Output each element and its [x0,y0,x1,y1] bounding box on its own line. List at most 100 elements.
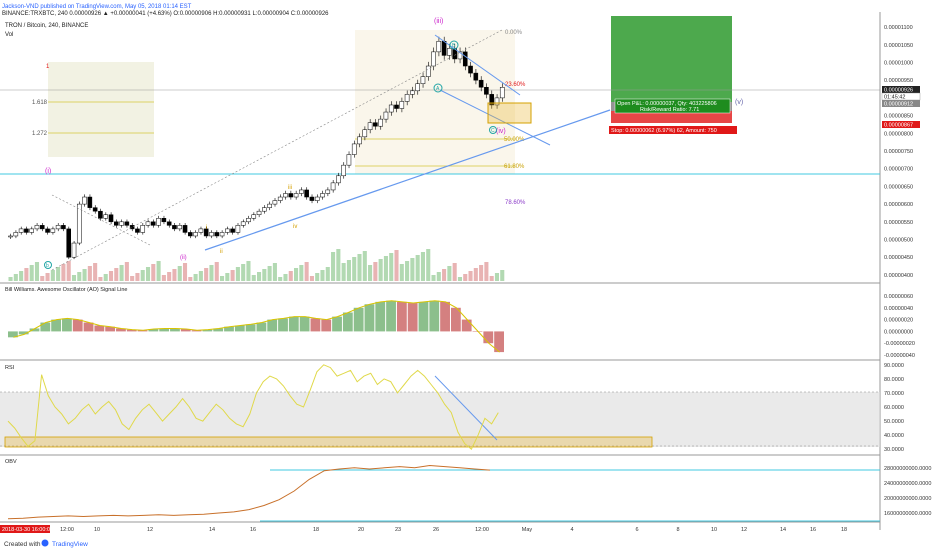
price-tick-label: 0.00000750 [884,149,913,155]
fib-label-0: 0.00% [505,30,523,36]
rsi-tick-label: 50.0000 [884,419,904,425]
candle-body [404,94,410,102]
candlesticks [8,36,505,260]
price-tick-label: 0.00000600 [884,202,913,208]
candle-body [98,210,103,219]
rsi-tick-label: 60.0000 [884,405,904,411]
ao-bar [234,325,245,332]
volume-bar [436,272,441,281]
candle-body [8,235,13,238]
candle-body [484,87,489,95]
x-tick-label: 10 [94,527,100,533]
volume-bar [294,268,299,281]
target-zone[interactable] [611,16,732,102]
candle-body [50,228,56,233]
obv-tick-label: 16000000000.0000 [884,511,931,517]
candle-body [468,65,473,74]
candle-body [272,200,278,205]
candle-body [240,221,246,226]
volume-bar [145,267,151,281]
volume-bar [140,270,145,281]
ao-bar [407,303,418,332]
candle-body [166,221,172,226]
rsi-trendline[interactable] [434,375,498,441]
x-tick-label: 23 [395,527,401,533]
wave-label-iii-top: (iii) [434,18,443,25]
entry-box[interactable] [487,102,532,124]
volume-bar [368,265,373,281]
ao-bar [375,301,386,332]
candle-body [283,193,288,198]
volume-bar [24,268,29,281]
x-tick-label: 12:00 [475,527,489,533]
x-tick-label: 26 [433,527,439,533]
candle-body [92,207,98,212]
candle-body [124,221,130,226]
time-x-axis[interactable]: 12:00 10 12 14 16 18 20 23 26 12:00 May 4 6 8 10 12 14 16… [60,527,847,533]
stop-price-badge [882,121,920,128]
candle-body [246,218,251,223]
volume-bar [151,264,156,281]
volume-bar [320,270,325,281]
ao-bar [299,316,310,332]
volume-bar [489,276,494,281]
volume-bar [447,266,452,281]
volume-bar [50,270,55,281]
candle-body [336,175,341,184]
channel-top-line[interactable] [434,34,521,96]
volume-bar [315,273,320,281]
price-tick-label: 0.00000500 [884,238,913,244]
stop-zone[interactable] [611,111,732,123]
candle-body [367,122,373,131]
volume-bar [29,265,34,281]
ao-bar [170,328,180,332]
ao-bar [180,329,191,332]
rising-trendline[interactable] [204,109,611,251]
candle-body [198,228,204,233]
candle-body [320,193,325,198]
ao-bar [202,329,213,332]
candle-body [145,221,151,226]
candle-body [288,193,294,198]
open-pl-label: Open P&L: 0.00000037, Qty: 403225806 [617,101,717,107]
wave-label-iv: (iv) [496,128,506,135]
candle-body [399,101,405,109]
candle-body [304,189,309,198]
x-tick-label: 4 [570,527,573,533]
ao-bar [72,319,83,332]
ao-bar [94,325,105,332]
rsi-support-box[interactable] [4,436,653,448]
countdown-value: 01:45:42 [884,95,905,101]
candle-body [251,214,257,219]
rsi-tick-label: 70.0000 [884,391,904,397]
x-tick-label: 12 [147,527,153,533]
volume-bar [19,271,24,281]
candle-body [151,221,156,226]
volume-bar [13,274,18,281]
candle-body [76,203,82,244]
price-tick-label: 0.00000400 [884,273,913,279]
price-tick-label: 0.00000950 [884,78,913,84]
price-tick-label: 0.00001050 [884,43,913,49]
channel-bottom-line[interactable] [439,89,551,146]
price-y-axis[interactable]: 0.00001100 0.00001050 0.00001000 0.00000950… [884,25,913,279]
ao-bar [29,328,40,332]
candle-body [135,228,140,233]
volume-bar [182,263,188,281]
ao-bar [472,331,483,332]
candle-body [177,225,183,230]
volume-bar [420,252,425,281]
volume-bar [87,266,92,281]
tradingview-brand[interactable]: TradingView [52,541,88,548]
ao-bar [51,319,62,332]
volume-bar [257,272,262,281]
candle-body [129,225,135,230]
x-tick-label: 12 [741,527,747,533]
rsi-pane-title: RSI [5,365,15,371]
candle-body [66,228,71,258]
volume-bar [325,267,330,281]
volume-bar [8,277,13,281]
candle-body [357,136,362,145]
